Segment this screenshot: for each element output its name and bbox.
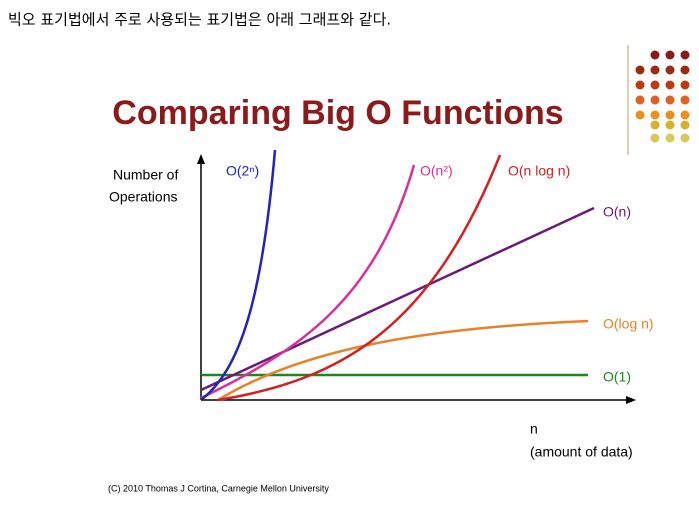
dot [650,120,660,130]
dot [650,80,660,90]
curve-log [217,319,589,402]
dot [680,133,690,143]
x-axis-label: (amount of data) [530,444,633,460]
curve-quadratic [200,164,416,400]
dot [680,65,690,75]
y-arrow [197,154,205,164]
curve-label: O(n log n) [508,163,570,179]
dot [665,80,675,90]
footer: (C) 2010 Thomas J Cortina, Carnegie Mell… [108,483,329,493]
dot [650,95,660,105]
dot [635,110,645,120]
curve-label: O(1) [603,369,631,385]
axes [197,154,636,404]
dot [650,50,660,60]
dot [665,120,675,130]
dot [665,95,675,105]
dot [650,133,660,143]
dot [635,95,645,105]
title: Comparing Big O Functions [112,94,563,132]
dot [650,110,660,120]
y-axis-label: Operations [109,189,177,205]
dot [680,80,690,90]
y-axis-label: Number of [113,167,178,183]
curve-linear [200,206,595,392]
dot [665,65,675,75]
dot [635,80,645,90]
curve-label: O(n²) [420,163,453,179]
dot [680,120,690,130]
x-axis-label: n [530,421,538,437]
curve-nlogn [217,154,502,402]
curve-label: O(log n) [603,316,654,332]
decoration [635,50,690,143]
dot [665,133,675,143]
dot [665,50,675,60]
dot [680,110,690,120]
curves [200,149,595,402]
curve-label: O(n) [603,204,631,220]
dot [650,65,660,75]
dot [680,50,690,60]
curve-labels: O(2ⁿ) O(n²) O(n log n) O(n) O(log n) O(1… [226,163,654,385]
heading: 빅오 표기법에서 주로 사용되는 표기법은 아래 그래프와 같다. [8,11,391,29]
curve-label: O(2ⁿ) [226,163,259,179]
dot [635,65,645,75]
dot [665,110,675,120]
dot [680,95,690,105]
x-arrow [626,396,636,404]
curve-exponential [200,149,277,401]
